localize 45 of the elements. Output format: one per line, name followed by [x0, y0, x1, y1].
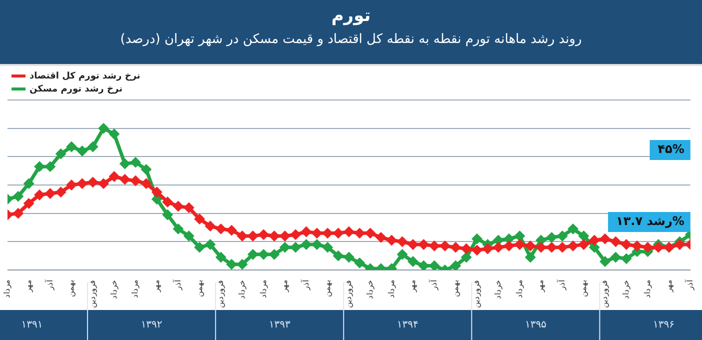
x-tick-label: فروردین: [472, 280, 482, 308]
x-tick-label: خرداد: [365, 280, 374, 299]
x-tick-label: مهر: [536, 280, 546, 293]
x-tick-label: آذر: [556, 279, 567, 291]
x-tick-label: بهمن: [450, 280, 460, 297]
x-tick-label: آذر: [44, 279, 54, 291]
x-tick-label: بهمن: [578, 280, 588, 297]
x-tick-label: آذر: [684, 279, 695, 291]
text: ۱۳۹۲: [140, 320, 162, 331]
x-tick-label: فروردین: [344, 280, 354, 308]
x-tick-label: خرداد: [622, 280, 631, 299]
x-tick-label: مرداد: [642, 280, 652, 298]
chart-subtitle: روند رشد ماهانه تورم نقطه به نقطه کل اقتصاد و قیمت مسکن در شهر تهران (درصد): [119, 32, 583, 47]
x-tick-label: فروردین: [600, 280, 610, 308]
x-tick-label: مرداد: [258, 280, 268, 298]
x-tick-label: مهر: [24, 280, 34, 293]
text: ۱۳۹۳: [268, 320, 291, 331]
annotation: ۴۵%: [658, 142, 684, 156]
x-tick-label: فروردین: [216, 280, 226, 308]
x-tick-label: مهر: [280, 280, 290, 293]
text: ۱۳۹۶: [652, 320, 674, 331]
x-tick-label: بهمن: [322, 280, 332, 297]
text: ۱۳۹۱: [21, 320, 43, 331]
legend-label: نرخ رشد تورم کل اقتصاد: [30, 71, 140, 82]
x-tick-label: مهر: [408, 280, 418, 293]
x-tick-label: مرداد: [386, 280, 396, 298]
x-tick-label: بهمن: [66, 280, 76, 297]
legend-label: نرخ رشد تورم مسکن: [30, 84, 122, 94]
x-tick-label: آذر: [172, 279, 182, 291]
x-tick-label: مرداد: [2, 280, 12, 298]
x-tick-label: خرداد: [109, 280, 118, 299]
x-tick-label: مهر: [664, 280, 674, 293]
x-tick-label: فروردین: [88, 280, 98, 308]
x-tick-label: خرداد: [494, 280, 503, 299]
x-tick-label: خرداد: [237, 280, 246, 299]
x-tick-label: مرداد: [514, 280, 524, 298]
x-tick-label: مهر: [152, 280, 162, 293]
chart-title: تورم: [330, 5, 372, 26]
annotation: رشد ۱۳.۷%: [616, 214, 684, 228]
x-tick-label: بهمن: [194, 280, 204, 297]
x-tick-label: مرداد: [130, 280, 140, 298]
text: ۱۳۹۴: [396, 320, 418, 331]
x-tick-label: آذر: [300, 279, 310, 291]
text: ۱۳۹۵: [524, 320, 546, 331]
x-tick-label: آذر: [428, 279, 439, 291]
